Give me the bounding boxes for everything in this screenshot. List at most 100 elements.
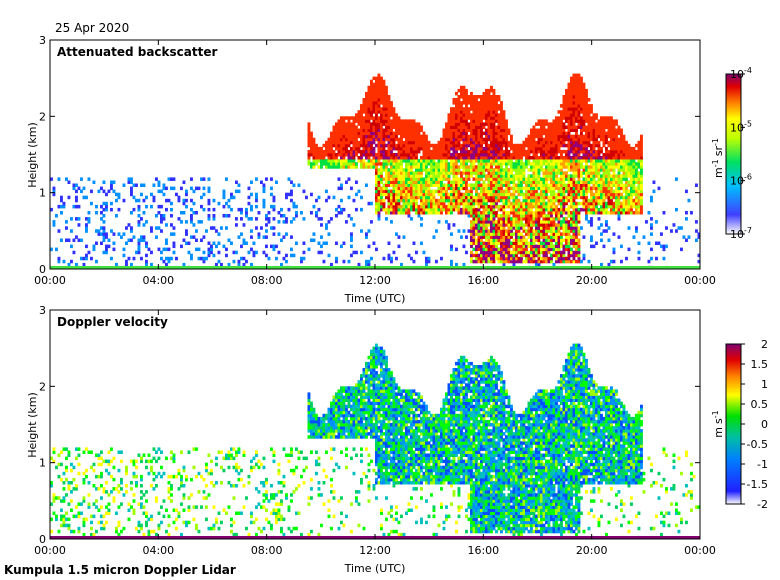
data-cell (427, 180, 431, 184)
data-cell (287, 207, 291, 212)
data-cell (600, 156, 603, 160)
data-cell (352, 165, 356, 169)
data-cell (445, 220, 448, 224)
data-cell (415, 207, 418, 212)
data-cell (410, 134, 413, 139)
data-cell (392, 113, 396, 117)
data-cell (290, 189, 293, 194)
data-cell (342, 159, 346, 163)
data-cell (55, 214, 58, 218)
data-cell (375, 207, 378, 212)
data-cell (170, 201, 173, 206)
data-cell (282, 214, 286, 218)
data-cell (382, 143, 386, 148)
data-cell (365, 110, 368, 114)
data-cell (567, 119, 571, 123)
data-cell (575, 226, 578, 230)
data-cell (512, 253, 516, 258)
data-cell (475, 244, 478, 249)
data-cell (415, 204, 418, 209)
data-cell (402, 174, 406, 178)
data-cell (585, 180, 588, 184)
data-cell (605, 174, 608, 178)
data-cell (230, 207, 233, 212)
data-cell (430, 211, 433, 215)
data-cell (380, 140, 383, 145)
data-cell (497, 98, 501, 102)
data-cell (415, 201, 418, 206)
data-cell (595, 137, 598, 142)
data-cell (507, 259, 511, 264)
data-cell (367, 165, 371, 169)
data-cell (460, 153, 463, 157)
data-cell (565, 183, 568, 187)
data-cell (160, 229, 163, 233)
data-cell (355, 137, 358, 142)
data-cell (407, 253, 411, 258)
data-cell (50, 177, 53, 181)
data-cell (602, 174, 606, 178)
data-cell (575, 174, 578, 178)
data-cell (587, 156, 591, 160)
data-cell (532, 198, 536, 203)
data-cell (162, 217, 166, 221)
data-cell (500, 256, 503, 261)
data-cell (437, 146, 441, 151)
data-cell (527, 174, 531, 178)
data-cell (602, 122, 606, 126)
data-cell (372, 110, 376, 114)
data-cell (475, 174, 478, 178)
data-cell (290, 198, 293, 203)
data-cell (412, 183, 416, 187)
data-cell (315, 159, 318, 163)
data-cell (597, 119, 601, 123)
data-cell (625, 201, 628, 206)
data-cell (450, 143, 453, 148)
data-cell (447, 143, 451, 148)
data-cell (520, 192, 523, 197)
data-cell (492, 149, 496, 154)
data-cell (372, 116, 376, 120)
data-cell (182, 201, 186, 206)
data-cell (365, 134, 368, 139)
data-cell (512, 214, 516, 218)
data-cell (360, 137, 363, 142)
data-cell (462, 128, 466, 132)
data-cell (410, 201, 413, 206)
data-cell (370, 101, 373, 105)
data-cell (140, 235, 143, 239)
data-cell (350, 165, 353, 169)
data-cell (422, 143, 426, 148)
data-cell (550, 153, 553, 157)
data-cell (312, 156, 316, 160)
data-cell (387, 107, 391, 111)
data-cell (127, 256, 131, 261)
data-cell (405, 198, 408, 203)
data-cell (245, 214, 248, 218)
data-cell (617, 140, 621, 145)
data-cell (402, 156, 406, 160)
data-cell (607, 122, 611, 126)
data-cell (420, 168, 423, 172)
data-cell (560, 244, 563, 249)
data-cell (552, 220, 556, 224)
data-cell (620, 159, 623, 163)
data-cell (605, 186, 608, 191)
data-cell (492, 204, 496, 209)
data-cell (575, 73, 578, 78)
data-cell (485, 149, 488, 154)
data-cell (535, 165, 538, 169)
data-cell (352, 156, 356, 160)
data-cell (522, 165, 526, 169)
data-cell (530, 217, 533, 221)
data-cell (545, 207, 548, 212)
data-cell (547, 223, 551, 227)
data-cell (560, 238, 563, 242)
data-cell (442, 189, 446, 194)
data-cell (352, 153, 356, 157)
data-cell (412, 174, 416, 178)
data-cell (382, 122, 386, 126)
data-cell (542, 195, 546, 200)
data-cell (382, 183, 386, 187)
data-cell (415, 192, 418, 197)
